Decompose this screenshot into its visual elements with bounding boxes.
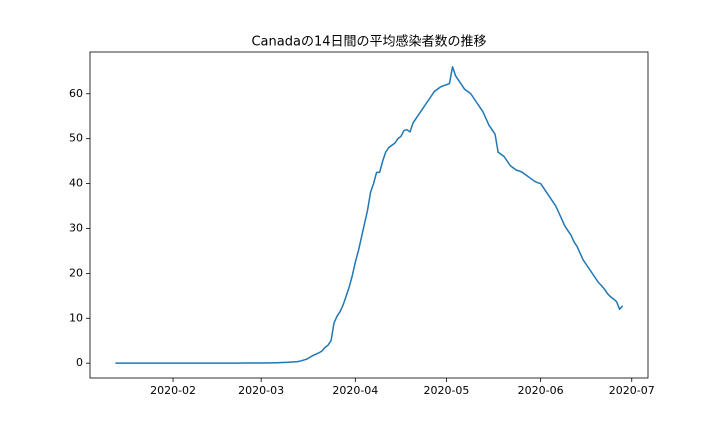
x-tick-label: 2020-03 — [238, 384, 284, 397]
x-tick-label: 2020-04 — [332, 384, 378, 397]
axes-frame — [89, 51, 649, 379]
x-tick-label: 2020-02 — [150, 384, 196, 397]
chart-title: Canadaの14日間の平均感染者数の推移 — [251, 34, 486, 50]
y-tick-label: 30 — [69, 221, 83, 234]
y-tick-label: 50 — [69, 132, 83, 145]
x-tick-label: 2020-06 — [518, 384, 564, 397]
x-tick-label: 2020-07 — [609, 384, 655, 397]
y-tick-label: 60 — [69, 87, 83, 100]
y-tick-label: 10 — [69, 311, 83, 324]
data-line — [115, 66, 624, 364]
y-tick-label: 40 — [69, 177, 83, 190]
x-tick-label: 2020-05 — [423, 384, 469, 397]
y-tick-label: 20 — [69, 266, 83, 279]
y-tick-label: 0 — [76, 356, 83, 369]
